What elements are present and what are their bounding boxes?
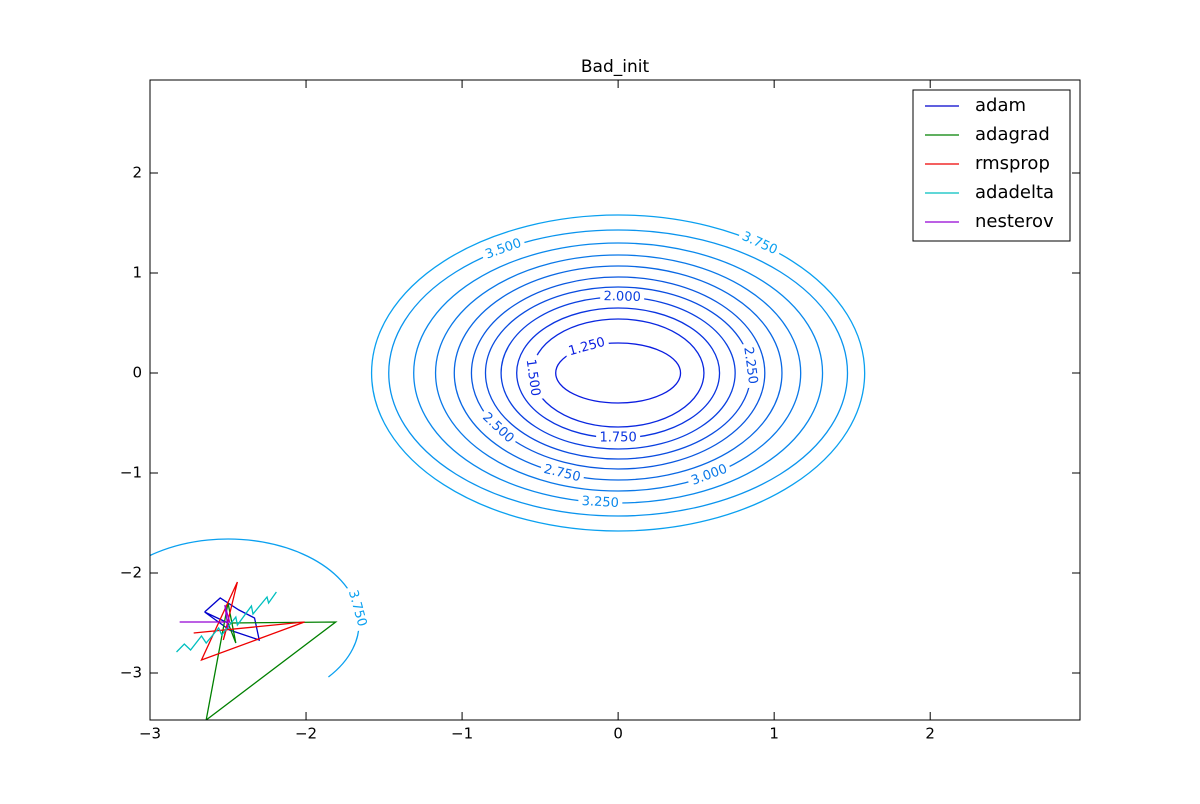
legend: adam adagrad rmsprop adadelta nesterov	[912, 89, 1071, 242]
x-tick-label: 2	[925, 725, 935, 743]
contour-line	[434, 254, 802, 492]
y-tick-label: −2	[120, 564, 142, 582]
trajectory-line	[193, 581, 305, 662]
contour-label-bg	[739, 342, 762, 389]
chart-title: Bad_init	[581, 57, 650, 77]
contour-label: 2.000	[603, 289, 641, 305]
contour-line	[555, 342, 682, 404]
contour-line	[388, 229, 849, 517]
trajectory-line	[179, 604, 231, 629]
trajectory-line	[176, 591, 277, 653]
legend-label: nesterov	[975, 211, 1054, 232]
contour-label-bg	[736, 227, 783, 260]
trajectory-line	[204, 597, 261, 641]
contour-label-bg	[685, 460, 733, 491]
x-tick-label: −1	[451, 725, 473, 743]
y-tick-label: 1	[132, 264, 142, 282]
contour-label-bg	[563, 333, 611, 361]
legend-label: adam	[975, 95, 1026, 116]
legend-label: adagrad	[975, 124, 1050, 145]
contour-label-bg	[480, 234, 527, 265]
legend-label: rmsprop	[975, 153, 1050, 174]
y-tick-label: 0	[132, 364, 142, 382]
x-tick-label: 0	[613, 725, 623, 743]
contour-label: 1.500	[523, 358, 543, 397]
contour-label-bg	[538, 460, 586, 487]
x-tick-label: −3	[139, 725, 161, 743]
legend-box	[912, 89, 1071, 242]
x-tick-label: −2	[295, 725, 317, 743]
y-tick-label: 2	[132, 164, 142, 182]
contour-label: 2.250	[740, 346, 760, 385]
contour-label: 3.250	[581, 494, 619, 511]
contour-label-bg	[521, 354, 544, 401]
x-tick-label: 1	[769, 725, 779, 743]
contour-label-bg	[577, 493, 623, 512]
y-tick-label: −3	[120, 664, 142, 682]
contour-line	[453, 265, 783, 481]
contour-line	[470, 276, 766, 470]
contour-label: 1.750	[600, 431, 637, 446]
contour-line	[370, 214, 866, 532]
contour-label-bg	[476, 407, 520, 449]
axes-frame	[149, 79, 1081, 721]
trajectory-line	[205, 602, 338, 720]
legend-label: adadelta	[975, 182, 1054, 203]
contour-label-bg	[600, 288, 645, 306]
contour-label-bg	[343, 585, 371, 632]
y-tick-label: −1	[120, 464, 142, 482]
contour-line	[150, 538, 360, 678]
contour-label-bg	[596, 430, 641, 446]
